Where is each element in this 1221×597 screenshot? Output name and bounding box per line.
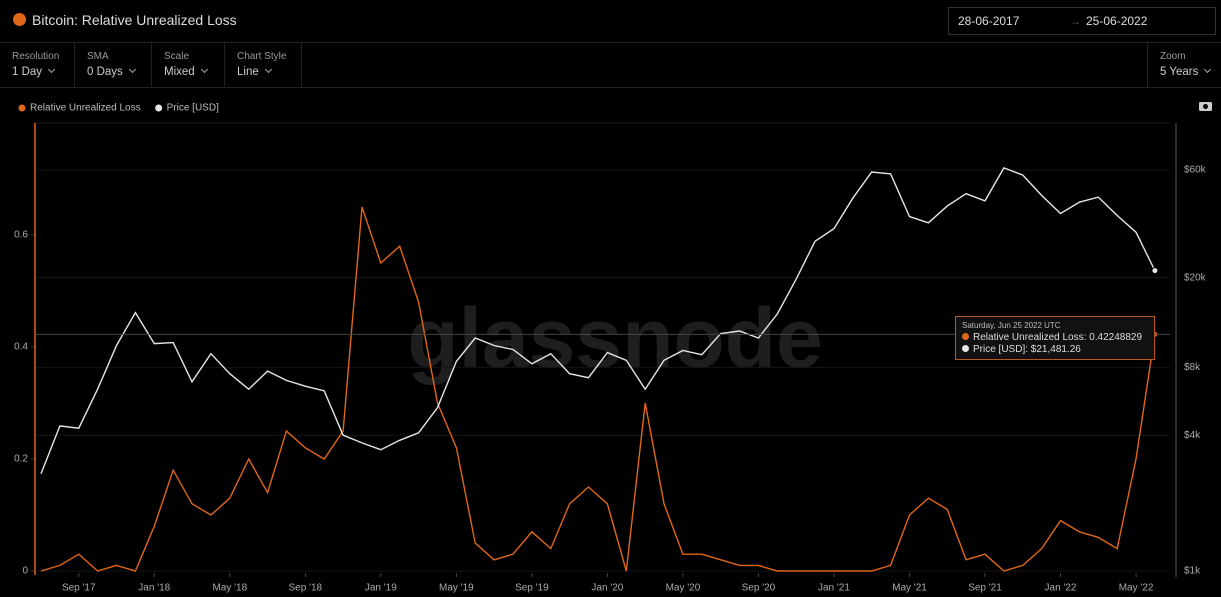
x-tick-label: Sep '20	[742, 583, 776, 594]
tooltip-date: Saturday, Jun 25 2022 UTC	[962, 321, 1061, 330]
control-label: Chart Style	[237, 51, 287, 62]
tooltip-dot	[962, 333, 969, 340]
x-tick-label: Sep '18	[289, 583, 323, 594]
control-value[interactable]: 5 Years	[1160, 66, 1221, 78]
x-tick-label: Sep '21	[968, 583, 1002, 594]
controls: Resolution 1 Day SMA 0 Days Scale Mixed Cha…	[0, 43, 1221, 88]
control-label: Resolution	[12, 51, 60, 62]
x-tick-label: May '22	[1119, 583, 1154, 594]
y-tick-label: 0.2	[14, 454, 28, 465]
legend-label: Price [USD]	[167, 103, 219, 114]
y-tick-label: 0	[22, 566, 28, 577]
tooltip-text: Price [USD]: $21,481.26	[973, 344, 1081, 355]
control-value[interactable]: 0 Days	[87, 66, 151, 78]
control-value[interactable]: 1 Day	[12, 66, 74, 78]
x-tick-label: Jan '20	[591, 583, 623, 594]
control-value[interactable]: Mixed	[164, 66, 224, 78]
tooltip: Saturday, Jun 25 2022 UTC Relative Unrea…	[955, 316, 1155, 360]
date-range[interactable]: 28-06-2017 → 25-06-2022	[948, 7, 1216, 35]
y2-tick-label: $1k	[1184, 566, 1201, 577]
x-tick-label: Sep '19	[515, 583, 549, 594]
tooltip-line: Price [USD]: $21,481.26	[962, 344, 1148, 356]
y2-tick-label: $60k	[1184, 165, 1207, 176]
series-line	[40, 206, 1156, 572]
control[interactable]: Resolution 1 Day	[0, 43, 75, 87]
series-line	[40, 167, 1156, 474]
coin-icon	[13, 13, 26, 26]
header: Bitcoin: Relative Unrealized Loss 28-06-…	[0, 0, 1221, 43]
watermark: glassnode	[407, 291, 822, 385]
x-tick-label: May '21	[892, 583, 927, 594]
y-tick-label: 0.4	[14, 342, 28, 353]
control[interactable]: Scale Mixed	[152, 43, 225, 87]
control[interactable]: Chart Style Line	[225, 43, 302, 87]
legend-dot	[18, 104, 26, 112]
tooltip-line: Relative Unrealized Loss: 0.42248829	[962, 332, 1148, 344]
legend-dot	[155, 104, 163, 112]
date-sep: →	[1069, 14, 1081, 28]
tooltip-dot	[962, 345, 969, 352]
x-tick-label: Jan '18	[138, 583, 170, 594]
legend-label: Relative Unrealized Loss	[30, 103, 141, 114]
camera-icon	[1199, 102, 1212, 111]
date-to[interactable]: 25-06-2022	[1086, 14, 1148, 28]
x-tick-label: May '18	[212, 583, 247, 594]
x-tick-label: Jan '19	[365, 583, 397, 594]
zoom[interactable]: Zoom 5 Years	[1147, 43, 1221, 87]
camera-lens	[1203, 104, 1208, 109]
tooltip-text: Relative Unrealized Loss: 0.42248829	[973, 332, 1142, 343]
hover-point	[1151, 267, 1159, 275]
y-tick-label: 0.6	[14, 230, 28, 241]
date-from[interactable]: 28-06-2017	[958, 14, 1020, 28]
x-tick-label: Sep '17	[62, 583, 96, 594]
control-label: SMA	[87, 51, 109, 62]
x-tick-label: May '20	[666, 583, 701, 594]
control-label: Zoom	[1160, 51, 1186, 62]
y2-tick-label: $4k	[1184, 430, 1201, 441]
control-value[interactable]: Line	[237, 66, 301, 78]
page-title: Bitcoin: Relative Unrealized Loss	[32, 12, 237, 28]
x-tick-label: May '19	[439, 583, 474, 594]
x-tick-label: Jan '22	[1045, 583, 1077, 594]
control-label: Scale	[164, 51, 190, 62]
y2-tick-label: $8k	[1184, 362, 1201, 373]
y2-tick-label: $20k	[1184, 272, 1207, 283]
control[interactable]: SMA 0 Days	[75, 43, 152, 87]
x-tick-label: Jan '21	[818, 583, 850, 594]
